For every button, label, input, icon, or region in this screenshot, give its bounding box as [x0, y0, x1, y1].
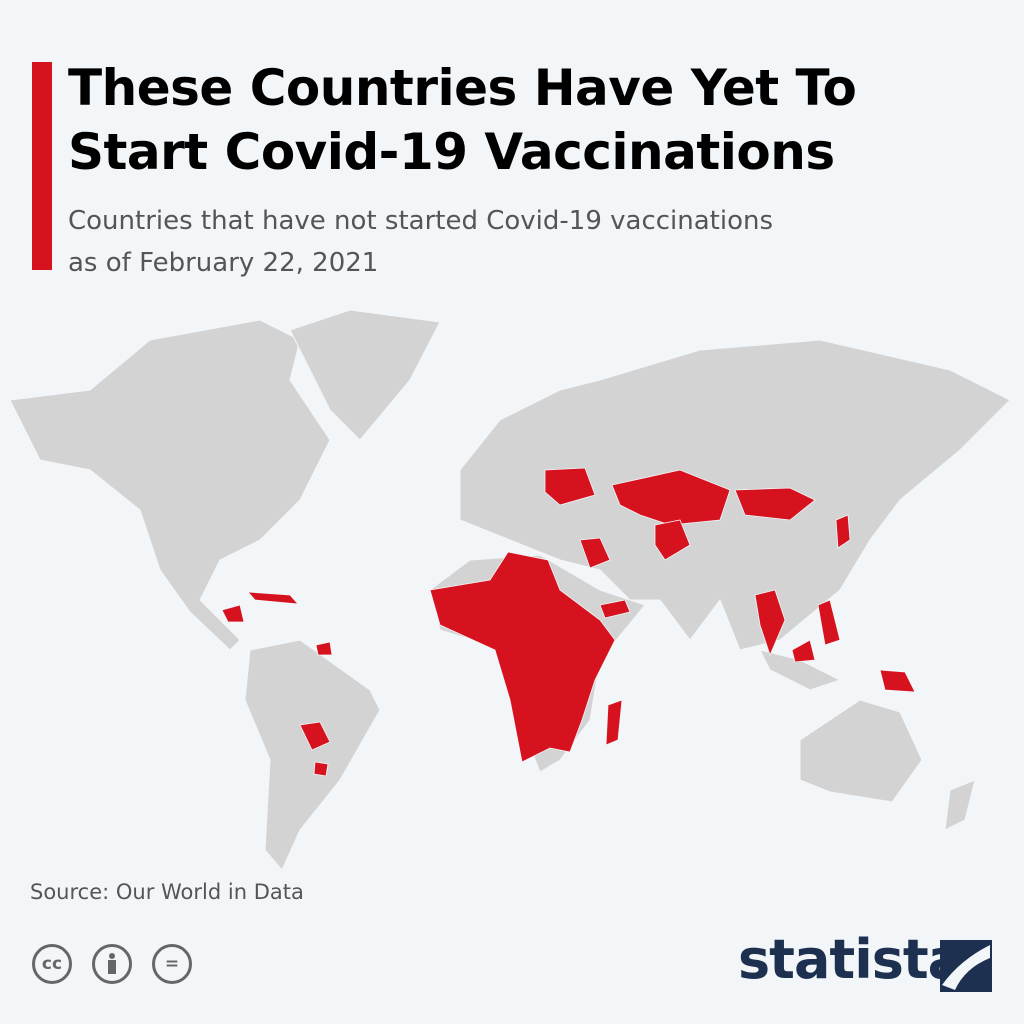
person-glyph: [108, 953, 116, 974]
title: These Countries Have Yet To Start Covid-…: [68, 56, 857, 184]
title-line: These Countries Have Yet To: [68, 59, 857, 117]
subtitle-line: as of February 22, 2021: [68, 248, 379, 278]
brand[interactable]: statista: [738, 928, 964, 991]
icon-text: cc: [41, 954, 63, 974]
source: Source: Our World in Data: [30, 880, 304, 904]
cc-icon[interactable]: cc: [32, 944, 72, 984]
subtitle-line: Countries that have not started Covid-19…: [68, 206, 774, 236]
by-icon[interactable]: [92, 944, 132, 984]
accent-bar: [32, 62, 52, 270]
brand-text: statista: [738, 928, 964, 991]
subtitle: Countries that have not started Covid-19…: [68, 200, 773, 284]
icon-text: =: [164, 954, 180, 974]
land: [9, 309, 1011, 871]
nd-icon[interactable]: =: [152, 944, 192, 984]
unvaccinated-countries: [221, 467, 916, 777]
title-line: Start Covid-19 Vaccinations: [68, 123, 835, 181]
